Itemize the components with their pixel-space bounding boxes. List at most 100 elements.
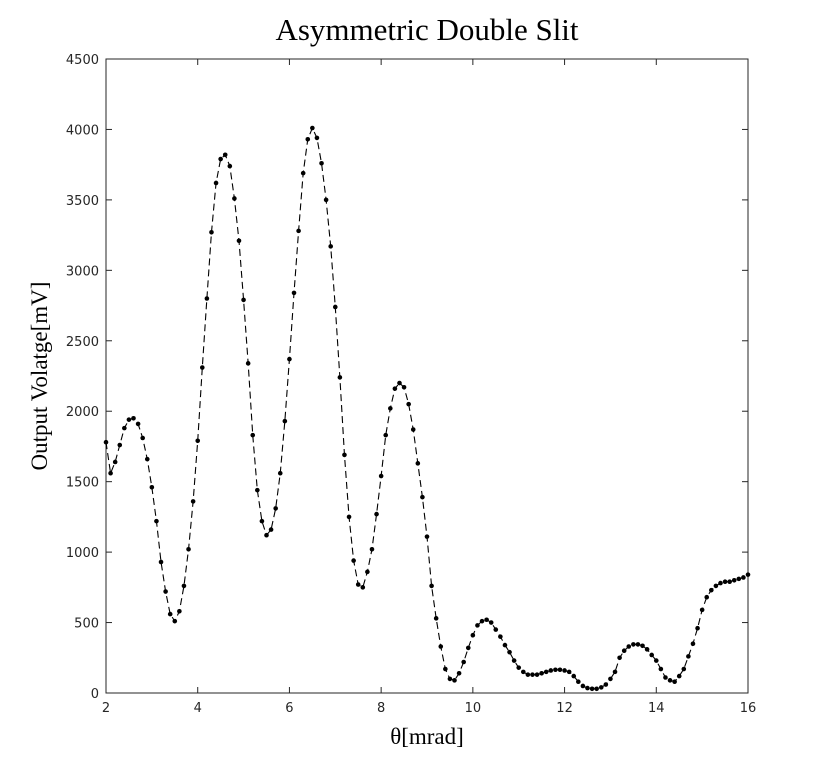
data-point <box>388 406 393 411</box>
data-point <box>351 558 356 563</box>
chart-title: Asymmetric Double Slit <box>275 12 578 47</box>
data-point <box>690 641 696 646</box>
data-point <box>488 620 494 625</box>
y-tick-label: 4500 <box>66 53 99 68</box>
data-point <box>332 304 338 310</box>
data-point <box>172 618 178 624</box>
data-point <box>672 679 677 685</box>
data-point <box>415 461 421 466</box>
data-point <box>603 682 609 687</box>
data-point <box>741 575 746 580</box>
data-point <box>135 421 141 427</box>
x-tick-label: 12 <box>556 701 573 716</box>
data-point <box>667 678 673 683</box>
data-point <box>580 683 586 689</box>
y-tick-label: 500 <box>74 617 99 632</box>
data-point <box>103 439 109 445</box>
x-axis-label: θ[mrad] <box>390 724 464 749</box>
data-point <box>736 576 742 582</box>
data-point <box>731 577 737 583</box>
data-point <box>401 384 407 390</box>
x-tick-label: 16 <box>740 701 757 716</box>
data-point <box>686 654 691 659</box>
data-point <box>502 642 508 648</box>
data-point <box>713 583 719 589</box>
data-point <box>424 534 430 539</box>
data-point <box>589 686 595 692</box>
data-point <box>259 518 265 524</box>
data-point <box>186 546 191 552</box>
data-point <box>190 499 196 504</box>
data-point <box>117 442 123 448</box>
data-point <box>222 152 228 158</box>
data-point <box>475 623 480 628</box>
data-point <box>676 673 682 679</box>
data-point <box>631 642 636 647</box>
data-point <box>167 611 173 617</box>
data-point <box>181 583 187 589</box>
data-point <box>525 672 531 677</box>
data-point <box>718 580 723 586</box>
data-point <box>543 669 549 675</box>
data-point <box>644 647 650 652</box>
x-tick-label: 2 <box>102 701 110 716</box>
data-point <box>287 356 292 362</box>
data-point <box>282 418 288 424</box>
data-point <box>585 685 590 691</box>
data-point <box>511 658 517 663</box>
data-point <box>328 244 334 249</box>
data-point <box>195 438 201 444</box>
y-tick-label: 1000 <box>66 546 99 561</box>
data-point <box>571 673 577 679</box>
data-point <box>355 582 361 587</box>
y-tick-label: 4000 <box>66 123 99 138</box>
data-point <box>374 511 379 517</box>
data-point <box>140 435 145 441</box>
data-point <box>277 470 283 476</box>
data-point <box>255 487 260 493</box>
data-point <box>653 658 659 663</box>
data-point <box>200 365 205 370</box>
data-point <box>663 675 668 680</box>
data-point <box>296 228 301 234</box>
data-point <box>342 452 347 458</box>
data-point <box>305 137 311 142</box>
data-point <box>365 569 370 575</box>
data-point <box>144 456 150 462</box>
data-point <box>108 470 113 476</box>
plot-frame <box>105 58 749 694</box>
data-point <box>484 617 489 623</box>
data-point <box>392 386 398 391</box>
data-point <box>498 634 503 639</box>
data-point <box>521 669 526 675</box>
data-point <box>236 238 242 244</box>
data-point <box>617 655 622 661</box>
data-point <box>314 135 320 141</box>
data-point <box>704 594 710 600</box>
data-point <box>447 676 453 682</box>
data-point <box>218 156 223 162</box>
data-point <box>626 644 632 649</box>
data-point <box>406 401 411 407</box>
data-point <box>443 666 448 672</box>
data-point <box>245 361 251 366</box>
data-point <box>273 506 278 511</box>
data-point <box>461 659 466 665</box>
data-point <box>126 417 132 422</box>
data-point <box>319 160 324 166</box>
data-point <box>429 583 434 589</box>
data-point <box>410 427 416 432</box>
data-point <box>608 676 613 682</box>
data-point <box>433 616 439 621</box>
data-point <box>658 666 664 672</box>
data-point <box>122 425 127 431</box>
data-point <box>562 668 567 673</box>
data-point <box>112 459 118 465</box>
data-point <box>507 649 512 655</box>
data-point <box>149 485 155 490</box>
data-point <box>323 197 329 203</box>
data-point <box>264 532 269 538</box>
data-point <box>268 527 274 532</box>
